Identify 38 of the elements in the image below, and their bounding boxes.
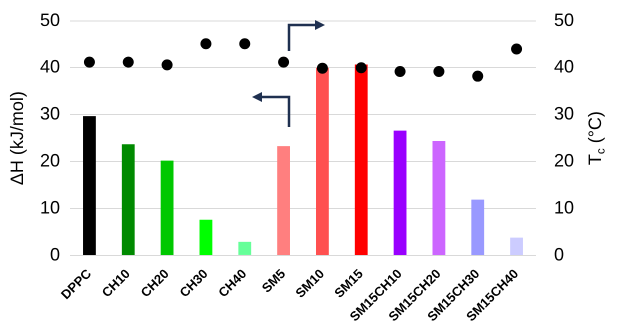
bar (160, 160, 174, 255)
point (122, 56, 134, 68)
point (356, 62, 367, 74)
bar (354, 64, 368, 255)
bar (394, 130, 406, 255)
y-tick-label: 40 (40, 56, 60, 77)
y-tick-label: 50 (40, 10, 60, 30)
bar (510, 238, 523, 255)
point (316, 62, 328, 74)
y-tick-label: 30 (40, 104, 60, 124)
y-tick-label: 10 (40, 197, 60, 218)
bar (83, 116, 96, 255)
bar (471, 200, 484, 255)
y-tick-label: 20 (40, 150, 60, 171)
bar (200, 220, 212, 255)
point (394, 66, 406, 77)
y2-tick-label: 40 (554, 56, 574, 77)
point (200, 38, 212, 50)
point (278, 56, 290, 68)
bar (316, 68, 329, 255)
point (433, 66, 444, 77)
y-axis-title: ΔH (kJ/mol) (6, 91, 27, 186)
y2-axis-title: Tc (°C) (584, 111, 608, 166)
point (239, 38, 250, 50)
bar (432, 140, 446, 255)
y2-tick-label: 30 (554, 104, 574, 124)
point (84, 56, 95, 68)
y2-tick-label: 20 (554, 150, 574, 171)
point (472, 70, 484, 82)
y2-tick-label: 50 (554, 10, 574, 30)
bar (122, 144, 135, 255)
point (511, 43, 522, 54)
y2-tick-label: 0 (554, 244, 564, 264)
bar (277, 146, 290, 255)
point (162, 59, 173, 70)
y-tick-label: 0 (50, 244, 60, 264)
bar (238, 242, 252, 255)
y2-tick-label: 10 (554, 197, 574, 218)
